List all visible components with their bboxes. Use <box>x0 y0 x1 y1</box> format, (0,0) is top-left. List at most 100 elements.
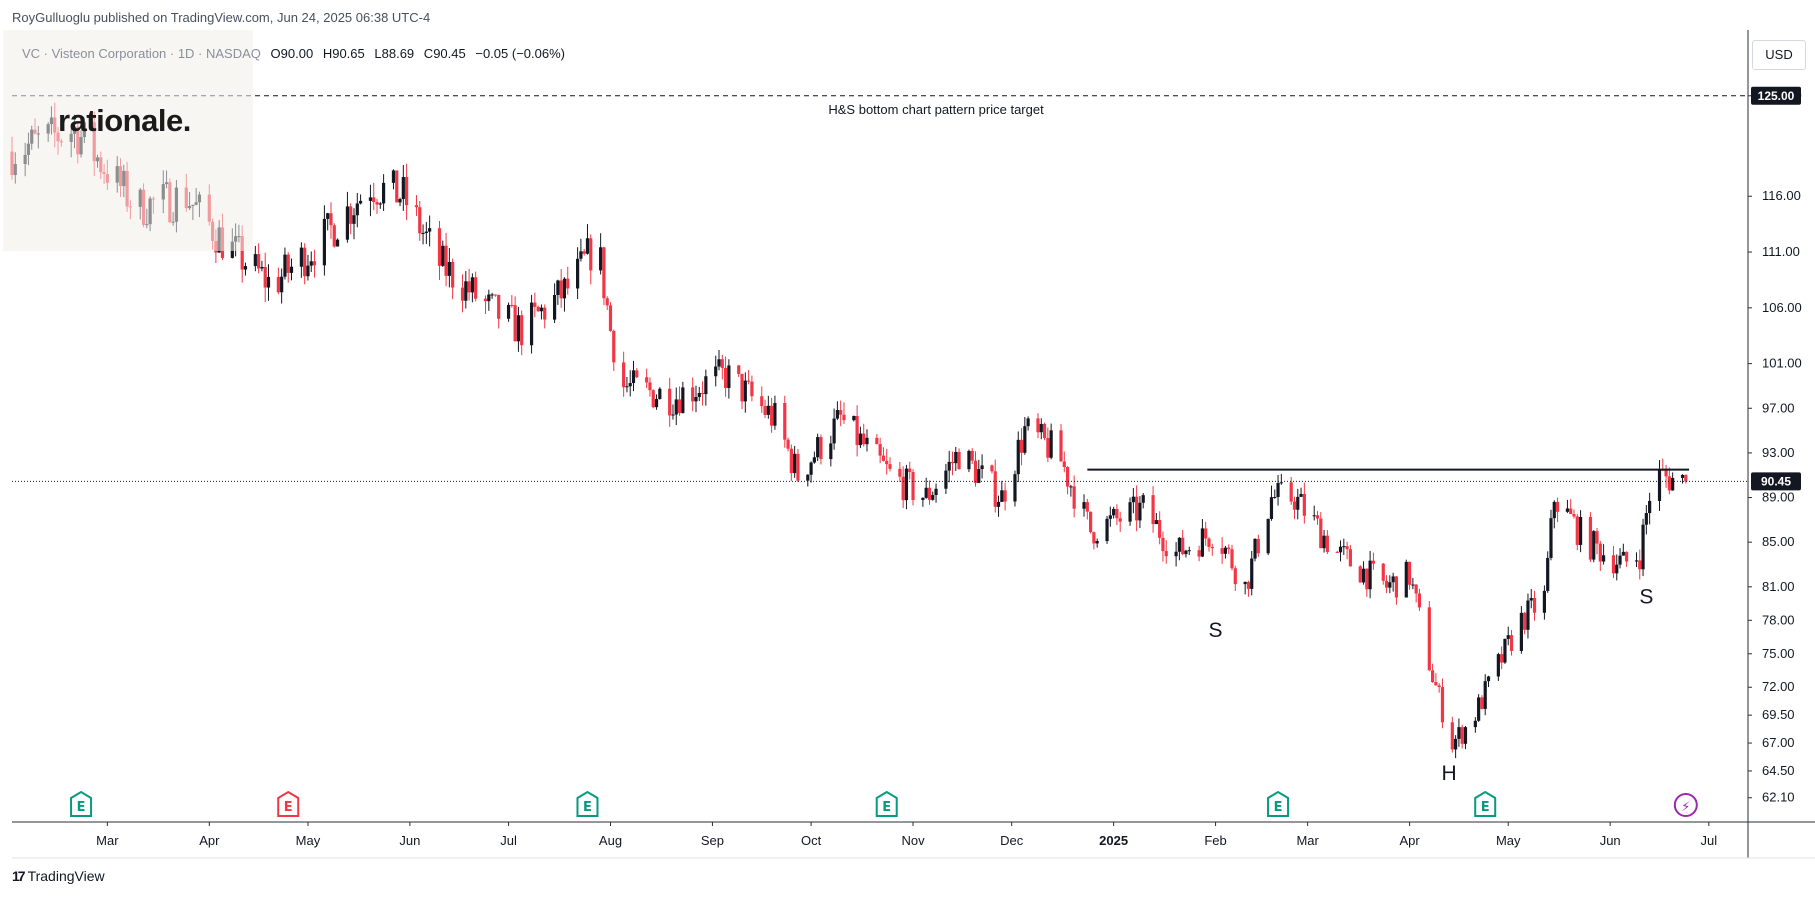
candle <box>326 212 330 231</box>
candle-body <box>993 471 997 507</box>
candle <box>980 454 984 479</box>
candle <box>437 220 442 280</box>
candle-body <box>1243 581 1247 585</box>
earnings-event-icon[interactable]: E <box>875 790 898 817</box>
candle <box>1526 593 1530 639</box>
candle <box>1434 673 1438 686</box>
candle <box>1480 695 1484 710</box>
candle-body <box>1625 551 1629 562</box>
candle <box>1680 474 1685 484</box>
candle <box>908 461 912 480</box>
candle <box>428 215 432 247</box>
event-label: E <box>583 800 592 815</box>
earnings-event-icon[interactable]: E <box>1474 790 1497 817</box>
time-tick-label: Nov <box>901 833 925 848</box>
candle-body <box>885 460 889 465</box>
candle-body <box>1256 538 1260 554</box>
candle-body <box>1322 535 1326 549</box>
candle-body <box>1615 564 1619 574</box>
candle-body <box>355 203 359 216</box>
candle-body <box>1572 514 1576 517</box>
candle <box>520 310 524 356</box>
candle <box>1483 674 1487 716</box>
candle-body <box>862 433 866 445</box>
candle-body <box>1246 581 1251 589</box>
candle <box>1394 575 1399 605</box>
candle <box>885 448 889 475</box>
currency-button[interactable]: USD <box>1752 40 1806 70</box>
symbol-legend[interactable]: VC · Visteon Corporation · 1D · NASDAQ O… <box>22 46 565 61</box>
candle-body <box>1092 532 1096 544</box>
drawings-group: H&S bottom chart pattern price target S H S <box>12 95 1748 785</box>
candle <box>1427 601 1431 672</box>
candle <box>280 268 284 304</box>
candle <box>714 355 718 387</box>
earnings-event-icon[interactable]: E <box>277 790 300 817</box>
candle-body <box>566 278 570 289</box>
candle-body <box>253 254 257 267</box>
tradingview-footer[interactable]: 17 TradingView <box>12 868 105 884</box>
candle-body <box>760 396 764 407</box>
candle-body <box>793 453 797 474</box>
candle <box>375 198 379 214</box>
earnings-event-icon[interactable]: E <box>1267 790 1290 817</box>
candle-body <box>796 453 800 481</box>
earnings-event-icon[interactable]: E <box>70 790 93 817</box>
candle-body <box>1019 439 1024 453</box>
time-tick-label: Feb <box>1204 833 1226 848</box>
candle-body <box>855 416 859 446</box>
candle <box>263 252 267 302</box>
candle <box>1204 521 1208 546</box>
candle-body <box>878 444 882 456</box>
candle-body <box>497 294 501 319</box>
candle-body <box>1368 560 1372 590</box>
candle-body <box>723 367 728 388</box>
candle-body <box>608 305 613 331</box>
candle <box>1473 717 1477 733</box>
candle <box>862 423 866 447</box>
candle <box>1230 544 1234 571</box>
candle <box>1042 422 1047 441</box>
candle <box>1108 506 1112 527</box>
candle <box>819 434 823 465</box>
candle <box>329 202 333 239</box>
candle <box>368 184 373 217</box>
candle <box>257 243 261 274</box>
candle-body <box>645 377 649 383</box>
candle <box>556 279 560 305</box>
candle <box>529 294 534 354</box>
candle-body <box>658 388 662 399</box>
candle-body <box>1546 557 1550 591</box>
candle <box>401 164 405 211</box>
news-event-icon[interactable]: ⚡ <box>1673 793 1698 817</box>
candle <box>1506 626 1510 646</box>
candle-body <box>1003 490 1007 502</box>
candle <box>747 369 751 385</box>
candle <box>497 294 501 329</box>
candle-body <box>625 386 629 388</box>
price-tick-label: 67.00 <box>1762 735 1795 750</box>
candle-body <box>332 225 336 247</box>
candle-body <box>1394 576 1399 598</box>
candle <box>743 372 747 413</box>
candle-body <box>816 437 820 458</box>
candle-body <box>322 218 327 266</box>
candle <box>483 295 488 314</box>
candle-body <box>996 501 1001 507</box>
candle <box>717 350 721 371</box>
candle-body <box>490 294 494 296</box>
candle-body <box>605 298 609 306</box>
candle-body <box>980 465 984 470</box>
candle-body <box>1141 495 1145 503</box>
candle <box>740 373 744 410</box>
candle <box>1503 638 1507 664</box>
candle <box>1269 485 1274 521</box>
candle-body <box>510 304 514 306</box>
candle <box>1115 504 1119 526</box>
candle-body <box>1509 635 1514 651</box>
candle-body <box>1621 551 1625 556</box>
candle <box>1223 545 1228 559</box>
earnings-event-icon[interactable]: E <box>576 790 599 817</box>
watermark-box <box>3 30 253 251</box>
